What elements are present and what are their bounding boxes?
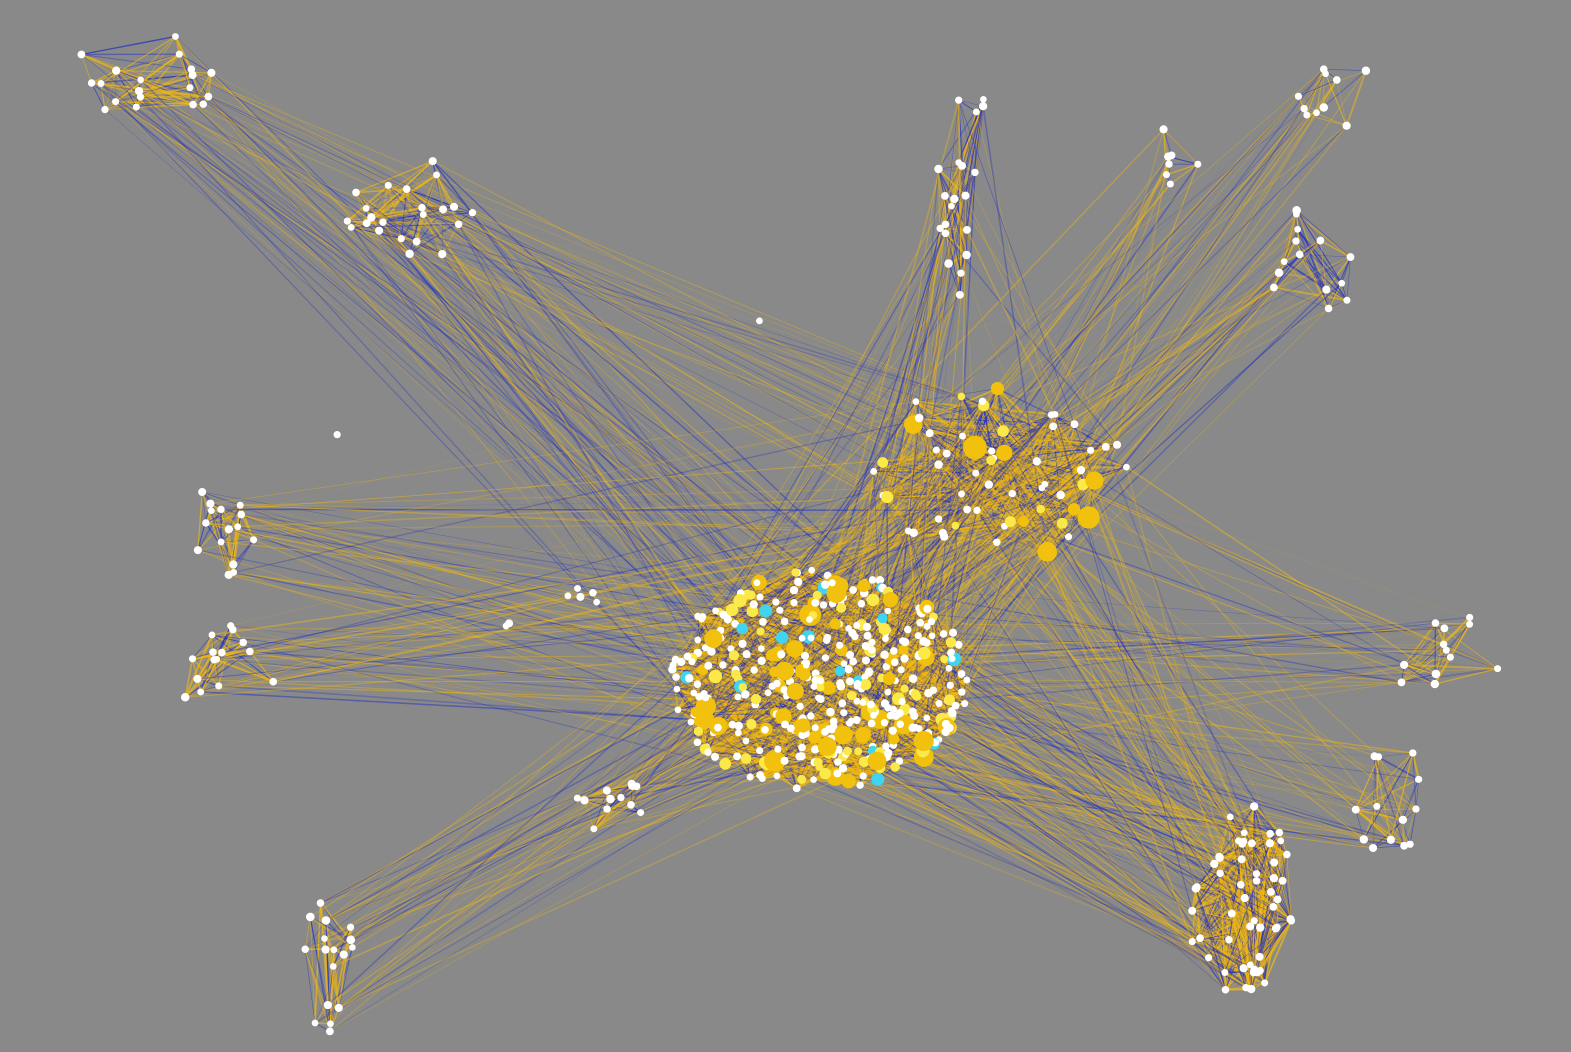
network-graph-canvas: network visualization <box>0 0 1571 1052</box>
network-graph-svg <box>0 0 1571 1052</box>
